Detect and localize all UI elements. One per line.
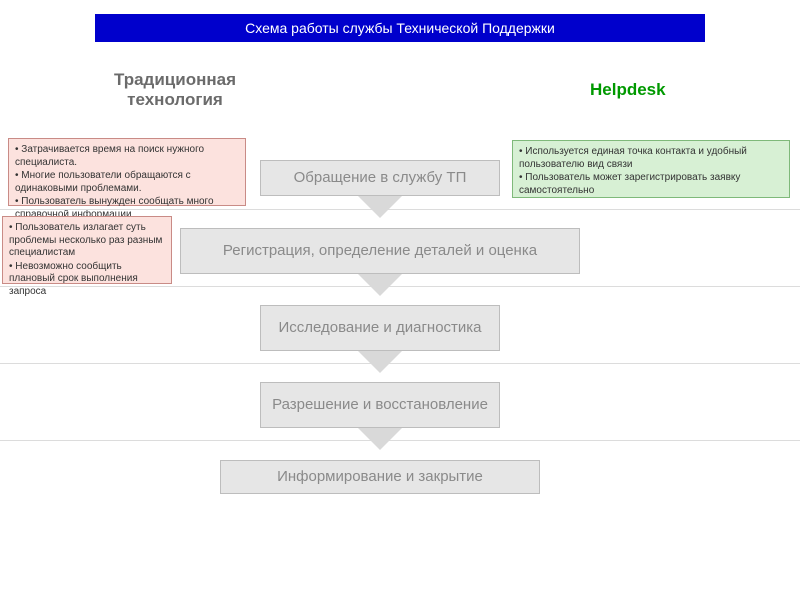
flow-step-1: Обращение в службу ТП — [260, 160, 500, 196]
step-label: Разрешение и восстановление — [272, 396, 488, 415]
step-label: Информирование и закрытие — [277, 468, 483, 487]
note-item: Затрачивается время на поиск нужного спе… — [15, 144, 239, 169]
note-item: Пользователь может зарегистрировать заяв… — [519, 172, 783, 197]
step-label: Регистрация, определение деталей и оценк… — [223, 242, 537, 261]
note-item: Используется единая точка контакта и удо… — [519, 146, 783, 171]
flow-arrow-icon — [358, 351, 402, 373]
title-text: Схема работы службы Технической Поддержк… — [245, 20, 555, 36]
flow-arrow-icon — [358, 274, 402, 296]
flow-step-3: Исследование и диагностика — [260, 305, 500, 351]
note-item: Многие пользователи обращаются с одинако… — [15, 170, 239, 195]
step-label: Обращение в службу ТП — [294, 169, 467, 188]
step-label: Исследование и диагностика — [278, 319, 481, 338]
note-item: Пользователь излагает суть проблемы неск… — [9, 222, 165, 260]
note-traditional-2: Пользователь излагает суть проблемы неск… — [2, 216, 172, 284]
flow-step-4: Разрешение и восстановление — [260, 382, 500, 428]
note-item: Невозможно сообщить плановый срок выполн… — [9, 261, 165, 299]
right-column-header: Helpdesk — [590, 80, 666, 100]
flow-step-2: Регистрация, определение деталей и оценк… — [180, 228, 580, 274]
left-column-header: Традиционная технология — [85, 70, 265, 111]
note-helpdesk-1: Используется единая точка контакта и удо… — [512, 140, 790, 198]
title-bar: Схема работы службы Технической Поддержк… — [95, 14, 705, 42]
note-traditional-1: Затрачивается время на поиск нужного спе… — [8, 138, 246, 206]
flow-step-5: Информирование и закрытие — [220, 460, 540, 494]
flow-arrow-icon — [358, 196, 402, 218]
flow-arrow-icon — [358, 428, 402, 450]
